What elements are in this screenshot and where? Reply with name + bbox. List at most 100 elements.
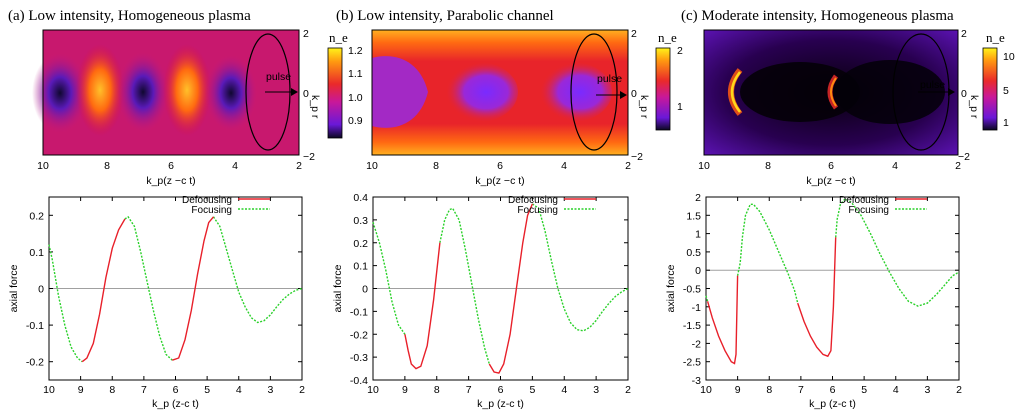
- y-axis-label: axial force: [332, 264, 344, 312]
- heatmap-c-xtick-4: 4: [892, 160, 898, 172]
- y-tick-label: 2: [695, 192, 701, 204]
- legend-defocusing-label: Defocusing: [182, 195, 232, 206]
- y-axis-label: axial force: [8, 264, 20, 312]
- heatmap-c-ytick-0: 0: [961, 88, 967, 100]
- plot-frame: [705, 196, 960, 381]
- x-tick-label: 8: [109, 384, 115, 396]
- colorbar-b-tick-1: 1: [677, 101, 683, 113]
- heatmap-c-xlabel: k_p(z −c t): [806, 175, 855, 187]
- heatmap-a-ytick-0: 0: [303, 88, 309, 100]
- colorbar-c-tick-2: 1: [1003, 117, 1009, 129]
- heatmap-b-xtick-6: 6: [497, 160, 503, 172]
- defocusing-line: [706, 275, 739, 365]
- heatmap-a-xtick-2: 2: [296, 160, 302, 172]
- heatmap-a-ytick-2: 2: [303, 28, 309, 40]
- pulse-ellipse-b: [570, 33, 618, 151]
- heatmap-b-xtick-2: 2: [625, 160, 631, 172]
- x-tick-label: 4: [561, 384, 567, 396]
- colorbar-b-label: n_e: [658, 30, 677, 45]
- x-tick-label: 10: [700, 384, 712, 396]
- colorbar-a-label: n_e: [329, 30, 348, 45]
- colorbar-c-tick-1: 5: [1003, 85, 1009, 97]
- focusing-line: [736, 203, 799, 304]
- line-chart-c: 10 9 8 7 6 5 4 3 2 2 1.5 1 0.5 0 -0.5 -1 -1.5 -2 -2.5 -3 k_p…: [665, 192, 962, 410]
- focusing-line: [212, 216, 303, 324]
- focusing-line: [372, 221, 406, 335]
- heatmap-c-xtick-10: 10: [698, 160, 710, 172]
- y-tick-label: 0: [695, 265, 701, 277]
- panel-a-title: (a) Low intensity, Homogeneous plasma: [8, 8, 251, 24]
- pulse-label-b: pulse: [597, 73, 622, 85]
- x-tick-label: 9: [402, 384, 408, 396]
- y-tick-label: -2: [692, 338, 701, 350]
- y-tick-label: 1: [695, 229, 701, 241]
- heatmap-b-xlabel: k_p(z −c t): [475, 175, 524, 187]
- y-tick-label: 0.4: [353, 192, 368, 204]
- x-tick-label: 5: [204, 384, 210, 396]
- y-tick-label: -1: [692, 302, 701, 314]
- x-tick-label: 4: [236, 384, 242, 396]
- x-tick-label: 5: [861, 384, 867, 396]
- heatmap-b-xtick-8: 8: [433, 160, 439, 172]
- heatmap-c-ylabel: k_p r: [968, 95, 980, 119]
- heatmap-a-xtick-10: 10: [37, 160, 49, 172]
- heatmap-b-ylabel: k_p r: [638, 95, 650, 119]
- x-tick-label: 3: [924, 384, 930, 396]
- defocusing-line: [404, 242, 441, 370]
- y-axis-label: axial force: [665, 264, 677, 312]
- y-tick-label: 0.3: [353, 215, 368, 227]
- pulse-label-a: pulse: [266, 71, 291, 83]
- x-tick-label: 2: [299, 384, 305, 396]
- heatmap-c-xtick-6: 6: [828, 160, 834, 172]
- x-tick-label: 2: [625, 384, 631, 396]
- heatmap-a-xtick-4: 4: [232, 160, 238, 172]
- colorbar-a-tick-0: 1.2: [348, 45, 363, 57]
- defocusing-line: [81, 218, 126, 363]
- x-tick-label: 10: [367, 384, 379, 396]
- colorbar-a-tick-3: 0.9: [348, 115, 363, 127]
- heatmap-c-ytick-m2: −2: [958, 151, 970, 163]
- x-tick-label: 9: [78, 384, 84, 396]
- heatmap-b-xtick-4: 4: [561, 160, 567, 172]
- pulse-label-c: pulse: [920, 79, 945, 91]
- legend-focusing-label: Focusing: [517, 205, 558, 216]
- colorbar-c-label: n_e: [986, 30, 1005, 45]
- defocusing-line: [172, 216, 215, 361]
- heatmap-b-ytick-0: 0: [631, 88, 637, 100]
- colorbar-b: [655, 47, 671, 131]
- focusing-line: [124, 215, 173, 361]
- focusing-line: [439, 207, 490, 365]
- x-tick-label: 6: [498, 384, 504, 396]
- focusing-line: [48, 244, 83, 363]
- colorbar-a-tick-1: 1.1: [348, 68, 363, 80]
- focusing-line: [531, 203, 629, 332]
- x-axis-label: k_p (z-c t): [809, 398, 856, 410]
- x-axis-label: k_p (z-c t): [152, 398, 199, 410]
- y-tick-label: 0.1: [29, 247, 44, 259]
- x-tick-label: 7: [141, 384, 147, 396]
- heatmap-a: pulse: [32, 29, 300, 156]
- heatmap-c-xtick-2: 2: [955, 160, 961, 172]
- y-tick-label: 0: [38, 284, 44, 296]
- y-tick-label: -0.1: [26, 320, 44, 332]
- x-tick-label: 9: [735, 384, 741, 396]
- colorbar-a: [327, 47, 343, 139]
- heatmap-a-xtick-6: 6: [168, 160, 174, 172]
- defocusing-line: [488, 203, 534, 374]
- x-tick-label: 8: [766, 384, 772, 396]
- heatmap-a-xtick-8: 8: [104, 160, 110, 172]
- x-tick-label: 8: [434, 384, 440, 396]
- y-tick-label: 0: [362, 284, 368, 296]
- heatmap-b-xtick-10: 10: [366, 160, 378, 172]
- heatmap-b: pulse: [371, 29, 629, 156]
- x-tick-label: 3: [593, 384, 599, 396]
- line-chart-b: 10 9 8 7 6 5 4 3 2 0.4 0.3 0.2 0.1 0 -0.1 -0.2 -0.3 -0.4 k…: [332, 192, 631, 410]
- y-tick-label: -2.5: [683, 357, 701, 369]
- y-tick-label: -0.2: [26, 357, 44, 369]
- x-axis-label: k_p (z-c t): [477, 398, 524, 410]
- legend-defocusing-label: Defocusing: [839, 195, 889, 206]
- x-tick-label: 7: [798, 384, 804, 396]
- x-tick-label: 5: [529, 384, 535, 396]
- heatmap-b-ytick-m2: −2: [631, 151, 643, 163]
